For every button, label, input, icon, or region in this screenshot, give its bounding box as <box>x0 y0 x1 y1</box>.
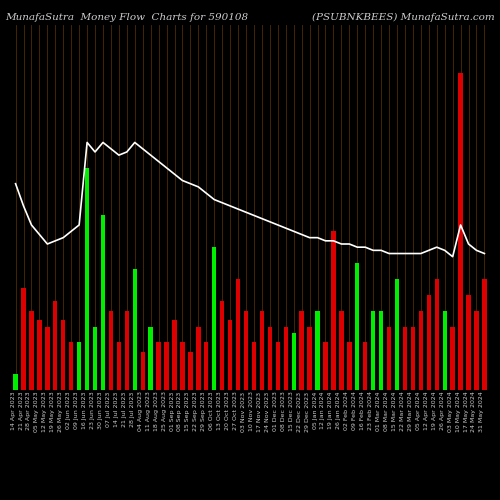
Text: MunafaSutra  Money Flow  Charts for 590108: MunafaSutra Money Flow Charts for 590108 <box>5 12 248 22</box>
Bar <box>450 326 455 390</box>
Bar <box>466 295 470 390</box>
Bar <box>93 326 97 390</box>
Bar <box>458 72 463 390</box>
Bar <box>61 320 66 390</box>
Bar <box>101 216 105 390</box>
Bar <box>124 310 129 390</box>
Bar <box>371 310 376 390</box>
Bar <box>140 352 145 390</box>
Bar <box>292 333 296 390</box>
Bar <box>300 310 304 390</box>
Bar <box>442 310 447 390</box>
Bar <box>410 326 415 390</box>
Bar <box>148 326 153 390</box>
Bar <box>116 342 121 390</box>
Bar <box>244 310 248 390</box>
Bar <box>188 352 192 390</box>
Bar <box>14 374 18 390</box>
Bar <box>69 342 73 390</box>
Bar <box>284 326 288 390</box>
Bar <box>22 288 26 390</box>
Bar <box>220 301 224 390</box>
Bar <box>268 326 272 390</box>
Bar <box>339 310 344 390</box>
Bar <box>482 279 486 390</box>
Bar <box>85 168 89 390</box>
Bar <box>212 247 216 390</box>
Bar <box>180 342 184 390</box>
Bar <box>30 310 34 390</box>
Bar <box>276 342 280 390</box>
Bar <box>204 342 208 390</box>
Bar <box>164 342 168 390</box>
Bar <box>132 270 137 390</box>
Bar <box>53 301 58 390</box>
Bar <box>332 232 336 390</box>
Bar <box>260 310 264 390</box>
Bar <box>434 279 439 390</box>
Bar <box>236 279 240 390</box>
Bar <box>77 342 82 390</box>
Bar <box>308 326 312 390</box>
Bar <box>324 342 328 390</box>
Bar <box>108 310 113 390</box>
Bar <box>418 310 423 390</box>
Bar <box>426 295 431 390</box>
Bar <box>196 326 200 390</box>
Bar <box>387 326 392 390</box>
Bar <box>252 342 256 390</box>
Bar <box>347 342 352 390</box>
Bar <box>156 342 161 390</box>
Bar <box>474 310 478 390</box>
Bar <box>355 263 360 390</box>
Bar <box>45 326 50 390</box>
Bar <box>363 342 368 390</box>
Bar <box>228 320 232 390</box>
Bar <box>403 326 407 390</box>
Bar <box>37 320 42 390</box>
Bar <box>379 310 384 390</box>
Text: (PSUBNKBEES) MunafaSutra.com: (PSUBNKBEES) MunafaSutra.com <box>312 12 495 22</box>
Bar <box>395 279 399 390</box>
Bar <box>316 310 320 390</box>
Bar <box>172 320 176 390</box>
